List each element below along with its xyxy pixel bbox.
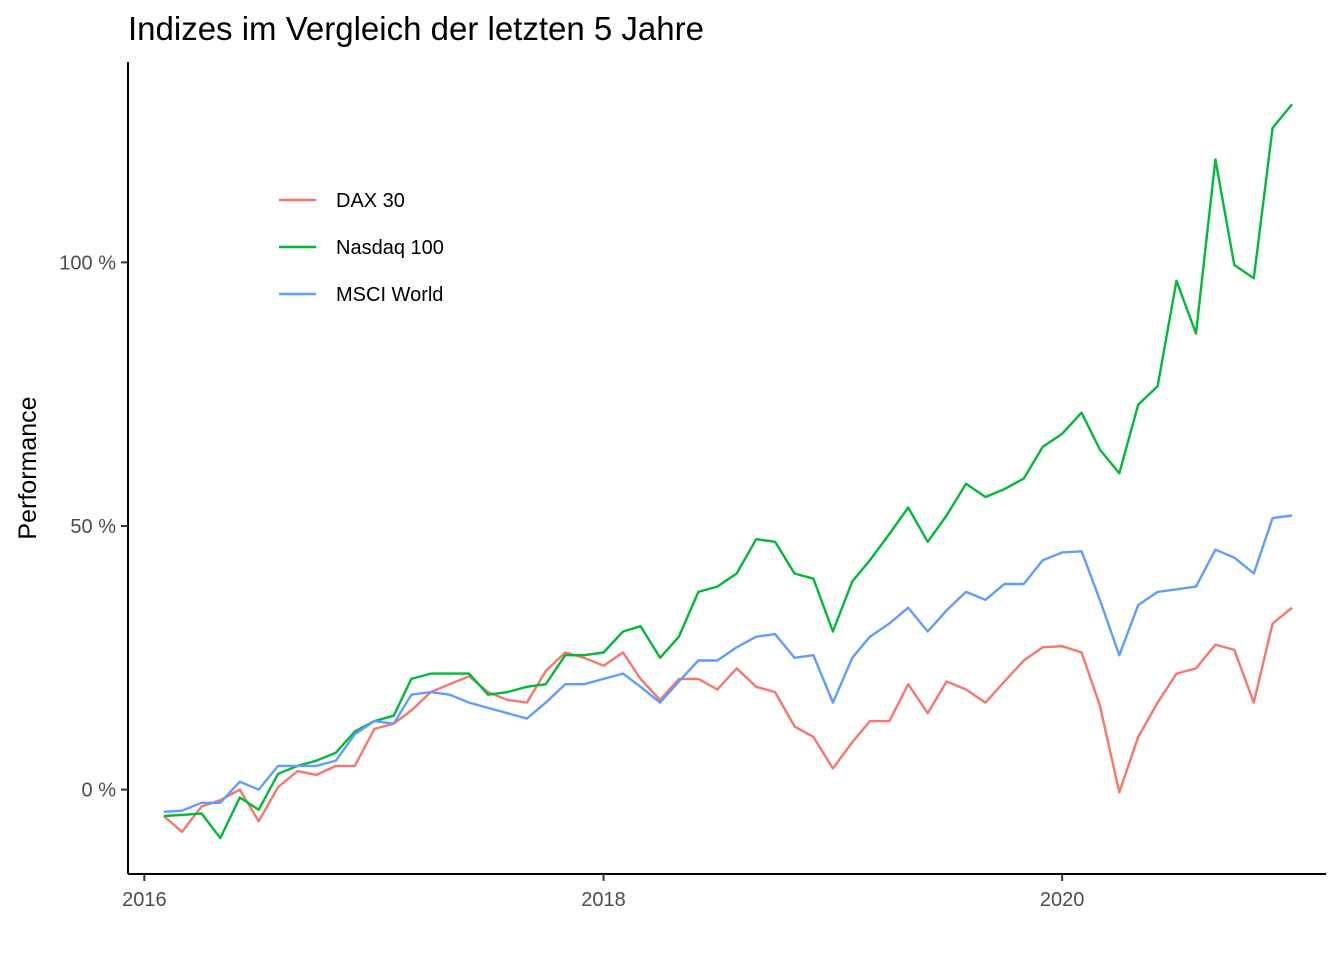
y-tick-label: 100 % (59, 252, 116, 274)
series-line-nasdaq-100 (163, 103, 1294, 840)
legend-label-dax-30: DAX 30 (336, 190, 405, 212)
series-line-dax-30 (163, 606, 1293, 833)
y-tick-label: 0 % (82, 780, 117, 802)
y-axis-title: Performance (14, 396, 42, 539)
chart-title: Indizes im Vergleich der letzten 5 Jahre (128, 10, 704, 47)
y-tick-label: 50 % (70, 516, 116, 538)
legend: DAX 30 Nasdaq 100 MSCI World (279, 190, 444, 306)
series-line-msci-world (163, 514, 1293, 813)
x-axis: 2016 2018 2020 (122, 874, 1084, 911)
y-axis: 0 % 50 % 100 % (59, 252, 128, 802)
x-tick-label: 2016 (122, 889, 167, 911)
plot-area (163, 103, 1294, 840)
legend-label-msci-world: MSCI World (336, 284, 443, 306)
legend-label-nasdaq-100: Nasdaq 100 (336, 237, 444, 259)
x-tick-label: 2020 (1040, 889, 1085, 911)
x-tick-label: 2018 (581, 889, 626, 911)
